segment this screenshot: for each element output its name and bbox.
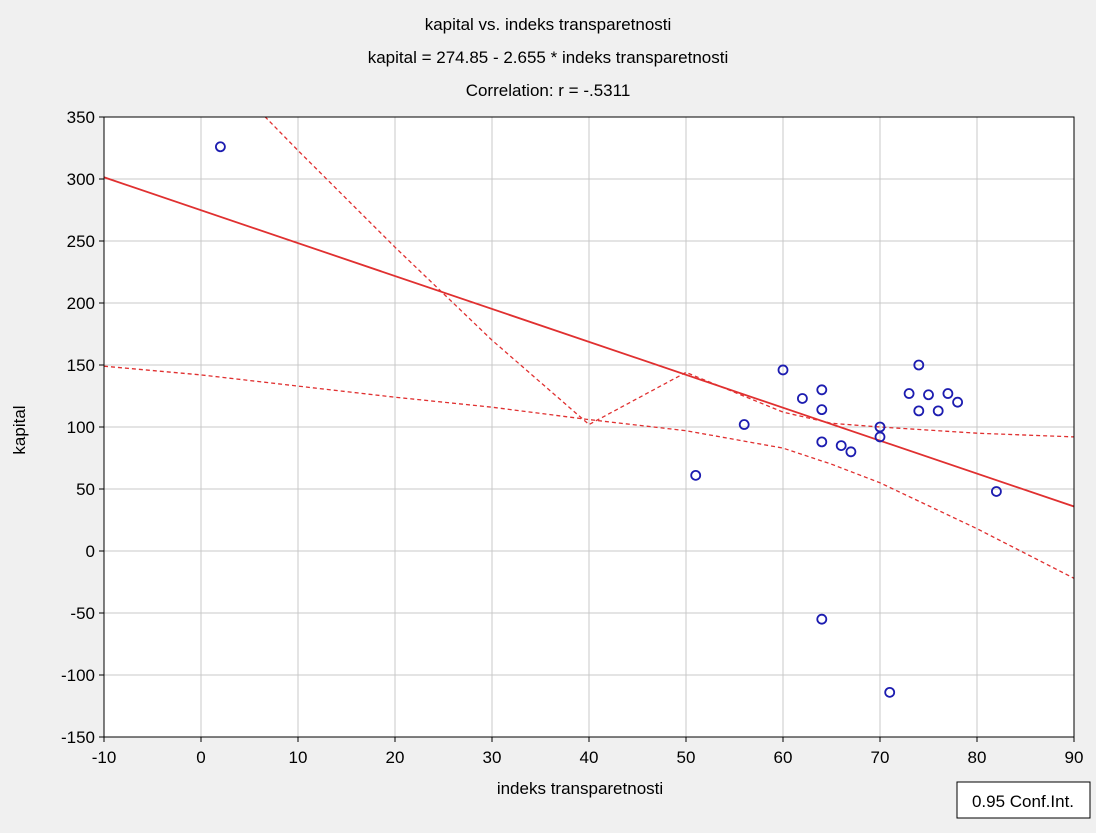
y-tick-label: 150 (67, 356, 95, 375)
data-point (942, 388, 954, 399)
data-point (816, 436, 828, 448)
x-tick-label: -10 (92, 748, 117, 767)
x-tick-label: 20 (386, 748, 405, 767)
data-point (797, 393, 808, 404)
data-point (845, 446, 857, 458)
tick-layer: -10 0 10 20 30 40 50 60 70 80 90-150-100-500501001… (61, 108, 1083, 767)
data-point (738, 419, 750, 430)
y-tick-label: 200 (67, 294, 95, 313)
y-tick-label: 100 (67, 418, 95, 437)
y-tick-label: 0 (86, 542, 95, 561)
x-tick-label: 30 (483, 748, 502, 767)
x-tick-label: 60 (774, 748, 793, 767)
data-point (816, 613, 828, 625)
x-axis-label: indeks transparetnosti (497, 779, 663, 798)
data-point (816, 404, 828, 416)
x-tick-label: 0 (196, 748, 205, 767)
data-point (884, 686, 896, 698)
data-point (932, 405, 944, 417)
y-axis-label: kapital (10, 405, 29, 454)
x-tick-label: 80 (968, 748, 987, 767)
correlation-label: Correlation: r = -.5311 (466, 81, 631, 100)
y-tick-label: -50 (70, 604, 95, 623)
data-point (214, 141, 226, 153)
data-point (816, 384, 828, 396)
y-tick-label: 50 (76, 480, 95, 499)
legend-box (956, 781, 1091, 819)
upper-confidence-line (264, 117, 1074, 438)
data-point (991, 486, 1002, 497)
x-tick-label: 70 (871, 748, 890, 767)
lower-confidence-line (104, 365, 1074, 579)
y-tick-label: -100 (61, 666, 95, 685)
y-tick-label: -150 (61, 728, 95, 747)
x-tick-label: 50 (677, 748, 696, 767)
y-tick-label: 250 (67, 232, 95, 251)
y-tick-label: 300 (67, 170, 95, 189)
y-tick-label: 350 (67, 108, 95, 127)
data-point (777, 364, 789, 376)
data-point (913, 359, 925, 371)
data-point (903, 388, 915, 399)
grid-layer (104, 117, 1074, 737)
regression-layer (104, 176, 1074, 508)
x-tick-label: 40 (580, 748, 599, 767)
chart-title: kapital vs. indeks transparetnosti (425, 15, 672, 34)
data-point (690, 469, 702, 481)
x-tick-label: 90 (1065, 748, 1084, 767)
data-point (835, 440, 847, 452)
point-layer (214, 141, 1002, 698)
legend-label: 0.95 Conf.Int. (972, 792, 1074, 811)
regression-line (104, 176, 1074, 508)
data-point (913, 405, 925, 417)
data-point (923, 389, 934, 401)
data-point (952, 396, 963, 408)
data-point (874, 431, 886, 443)
data-point (874, 421, 886, 433)
confidence-band-layer (104, 117, 1074, 579)
x-tick-label: 10 (289, 748, 308, 767)
chart-subtitle: kapital = 274.85 - 2.655 * indeks transp… (368, 48, 729, 67)
